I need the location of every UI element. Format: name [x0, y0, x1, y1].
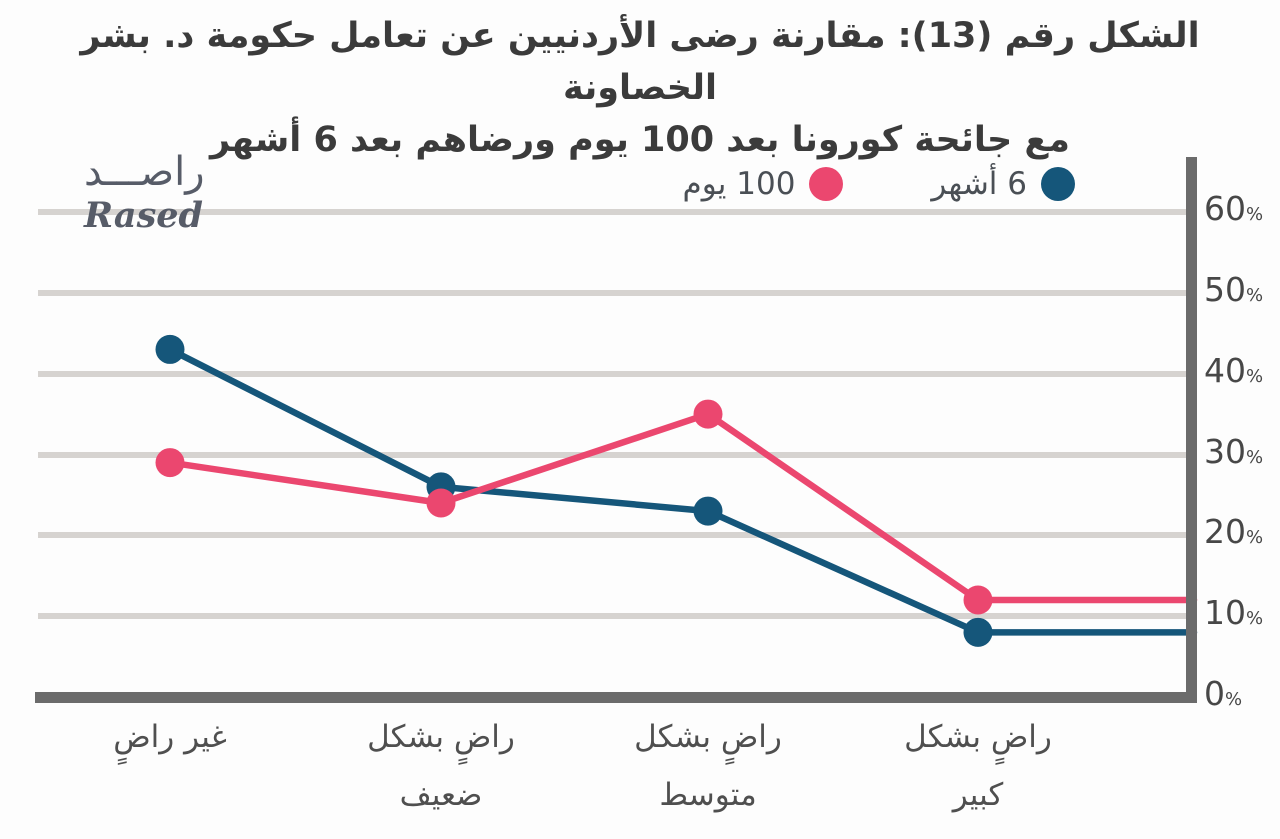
y-tick-label-0: 0%	[1204, 674, 1243, 713]
logo-rased: راصـــد Rased	[84, 150, 205, 236]
x-category-label-1: راضٍ بشكل ضعيف	[367, 719, 515, 813]
legend-label-100-days: 100 يوم	[682, 166, 796, 202]
y-tick-label-50: 50%	[1204, 269, 1264, 309]
gridline-50	[38, 289, 1186, 296]
x-category-label-3: راضٍ بشكل كبير	[904, 719, 1052, 813]
gridline-10	[38, 613, 1186, 620]
data-point-100 يوم-2	[693, 399, 723, 429]
chart-title-line2: مع جائحة كورونا بعد 100 يوم ورضاهم بعد 6…	[210, 120, 1070, 160]
legend-label-6-months: 6 أشهر	[931, 166, 1027, 202]
gridline-20	[38, 532, 1186, 539]
y-tick-label-20: 20%	[1204, 512, 1264, 552]
data-point-100 يوم-0	[155, 448, 185, 478]
gridline-60	[38, 209, 1186, 215]
legend-swatch-pink-circle-icon	[809, 167, 844, 201]
y-tick-label-60: 60%	[1204, 189, 1264, 228]
gridline-40	[38, 370, 1186, 377]
data-point-6 أشهر-0	[155, 334, 185, 364]
legend-item-6-months: 6 أشهر	[931, 166, 1075, 202]
data-point-6 أشهر-3	[963, 617, 993, 647]
x-axis-line	[35, 692, 1197, 703]
gridline-30	[38, 451, 1186, 458]
legend-item-100-days: 100 يوم	[683, 166, 844, 202]
series-line-6 أشهر	[166, 346, 1198, 636]
y-tick-label-40: 40%	[1204, 350, 1264, 390]
data-point-6 أشهر-2	[693, 496, 723, 526]
legend-swatch-blue-circle-icon	[1041, 167, 1075, 201]
logo-arabic-text: راصـــد	[84, 149, 205, 195]
logo-latin-text: Rased	[84, 195, 204, 236]
x-category-label-2: راضٍ بشكل متوسط	[634, 719, 782, 813]
y-axis-line	[1186, 157, 1197, 703]
legend: 100 يوم 6 أشهر	[683, 166, 1075, 202]
chart-title-line1: الشكل رقم (13): مقارنة رضى الأردنيين عن …	[80, 16, 1200, 108]
x-category-label-0: غير راضٍ	[113, 719, 227, 755]
y-tick-label-30: 30%	[1204, 431, 1264, 471]
data-point-100 يوم-3	[963, 585, 993, 615]
data-point-100 يوم-1	[426, 488, 456, 518]
chart-title: الشكل رقم (13): مقارنة رضى الأردنيين عن …	[0, 10, 1280, 166]
y-tick-label-10: 10%	[1204, 593, 1264, 633]
